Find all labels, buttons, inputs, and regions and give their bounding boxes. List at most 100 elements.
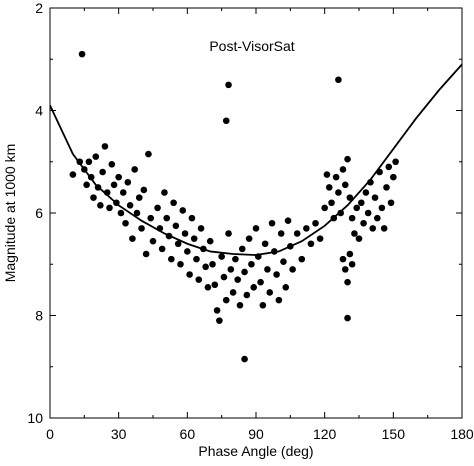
scatter-point (131, 166, 138, 173)
scatter-point (355, 235, 363, 242)
scatter-point (119, 189, 127, 196)
scatter-point (280, 258, 287, 265)
scatter-point (97, 202, 104, 209)
scatter-point (353, 204, 361, 212)
scatter-point (218, 253, 225, 260)
scatter-point (371, 194, 379, 201)
scatter-point (170, 199, 177, 207)
scatter-point (147, 214, 155, 222)
scatter-point (195, 276, 203, 283)
scatter-point (186, 271, 193, 278)
scatter-point (362, 189, 370, 196)
scatter-point (90, 194, 97, 201)
scatter-point (78, 50, 86, 58)
scatter-point (332, 173, 340, 181)
scatter-point (69, 171, 77, 178)
scatter-point (181, 230, 189, 237)
scatter-point (92, 153, 100, 160)
scatter-point (172, 222, 180, 230)
scatter-point (126, 202, 134, 209)
scatter-point (117, 209, 125, 217)
scatter-point (229, 289, 237, 296)
scatter-point (369, 225, 377, 232)
scatter-point (188, 214, 196, 222)
scatter-point (390, 173, 397, 181)
scatter-point (289, 266, 296, 273)
scatter-point (158, 245, 166, 253)
y-tick-label: 10 (27, 410, 43, 426)
x-tick-label: 60 (180, 426, 196, 442)
scatter-point (190, 235, 198, 242)
scatter-point (222, 117, 230, 125)
scatter-point (339, 166, 347, 173)
scatter-point (385, 163, 393, 171)
scatter-point (328, 199, 335, 207)
scatter-point (225, 81, 232, 89)
scatter-point (248, 260, 255, 268)
scatter-point (135, 194, 143, 201)
y-tick-label: 4 (35, 103, 43, 119)
scatter-point (344, 314, 351, 322)
scatter-point (238, 245, 246, 253)
scatter-point (209, 260, 216, 268)
scatter-point (149, 237, 157, 245)
scatter-point (129, 235, 136, 242)
scatter-point (392, 158, 399, 166)
scatter-point (85, 158, 93, 166)
scatter-point (335, 189, 342, 196)
scatter-point (154, 204, 161, 212)
scatter-point (303, 225, 310, 232)
scatter-point (213, 307, 221, 314)
scatter-point (321, 204, 328, 212)
scatter-point (234, 276, 241, 283)
scatter-point (344, 278, 351, 286)
scatter-point (174, 240, 182, 248)
scatter-point (341, 266, 349, 273)
scatter-point (232, 255, 239, 263)
scatter-point (145, 150, 152, 158)
scatter-point (387, 199, 395, 207)
y-axis-label: Magnitude at 1000 km (2, 144, 18, 283)
scatter-point (211, 281, 219, 289)
scatter-point (378, 204, 386, 212)
scatter-point (335, 76, 342, 84)
scatter-point (266, 289, 274, 296)
x-tick-label: 30 (111, 426, 127, 442)
scatter-point (268, 219, 276, 227)
x-tick-label: 180 (450, 426, 474, 442)
scatter-point (360, 219, 367, 227)
scatter-point (138, 225, 145, 232)
scatter-point (337, 209, 344, 217)
scatter-point (325, 184, 333, 191)
scatter-point (220, 273, 228, 281)
scatter-point (346, 194, 354, 201)
scatter-point (101, 143, 109, 150)
scatter-point (259, 301, 267, 309)
scatter-point (348, 260, 356, 268)
scatter-point (177, 260, 184, 268)
scatter-point (383, 184, 390, 191)
scatter-point (122, 219, 129, 227)
scatter-point (339, 255, 347, 263)
scatter-point (380, 225, 388, 232)
plot-frame (49, 7, 463, 419)
scatter-point (241, 355, 248, 363)
scatter-point (316, 235, 324, 242)
scatter-point (293, 230, 301, 237)
scatter-point (83, 181, 90, 189)
scatter-point (179, 207, 187, 214)
y-tick-label: 6 (35, 205, 43, 221)
scatter-point (374, 214, 381, 222)
x-axis-label: Phase Angle (deg) (198, 443, 313, 459)
scatter-point (184, 248, 191, 255)
scatter-point (236, 301, 244, 309)
scatter-point (222, 296, 230, 304)
scatter-point (245, 235, 253, 242)
scatter-point (346, 250, 354, 258)
x-tick-label: 90 (248, 426, 264, 442)
scatter-point (257, 278, 264, 286)
scatter-point (284, 217, 292, 224)
scatter-point (163, 214, 171, 222)
scatter-point (298, 255, 306, 263)
